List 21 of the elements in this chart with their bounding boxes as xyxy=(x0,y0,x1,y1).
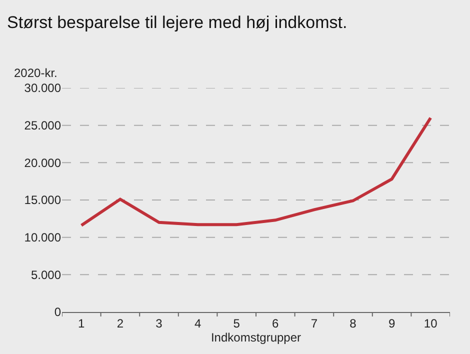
x-tick-label: 9 xyxy=(388,316,396,330)
y-tick-label: 5.000 xyxy=(30,268,62,282)
x-tick-label: 1 xyxy=(78,316,86,330)
x-tick-label: 5 xyxy=(233,316,240,330)
x-tick-label: 4 xyxy=(194,316,202,330)
x-tick-label: 2 xyxy=(116,316,124,330)
line-series xyxy=(80,116,432,227)
y-axis-title: 2020-kr. xyxy=(14,66,58,80)
y-tick-label: 25.000 xyxy=(24,118,62,133)
x-tick-label: 10 xyxy=(424,316,438,330)
x-axis-title: Indkomstgrupper xyxy=(210,330,302,344)
y-tick-label: 20.000 xyxy=(24,156,62,170)
y-tick-label: 15.000 xyxy=(24,193,62,208)
y-tick-label: 0 xyxy=(54,305,62,320)
x-tick-label: 6 xyxy=(272,316,280,330)
y-tick-label: 10.000 xyxy=(24,230,62,245)
chart-title: Størst besparelse til lejere med høj indkomst. xyxy=(7,12,348,32)
x-tick-label: 3 xyxy=(156,316,163,330)
x-tick-label: 8 xyxy=(350,316,357,330)
x-tick-label: 7 xyxy=(310,316,318,330)
y-tick-label: 30.000 xyxy=(24,81,62,96)
